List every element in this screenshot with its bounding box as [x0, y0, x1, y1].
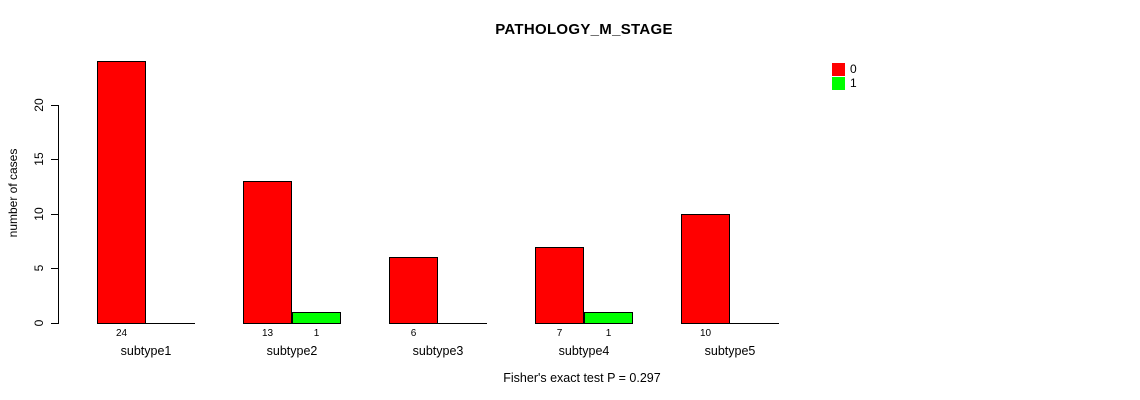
- legend-label-0: 0: [850, 62, 857, 76]
- y-tick-label: 20: [32, 97, 46, 112]
- legend-entry-0: 0: [832, 63, 857, 76]
- group-baseline: [681, 323, 779, 324]
- bar-subtype5-series-0: [681, 213, 730, 324]
- x-category-label: subtype1: [120, 344, 172, 358]
- bar-subtype4-series-0: [535, 246, 584, 324]
- x-category-label: subtype2: [266, 344, 318, 358]
- legend-swatch-green-icon: [832, 77, 845, 90]
- bar-value-label: 1: [605, 328, 612, 339]
- y-tick-label: 5: [32, 265, 46, 272]
- bar-subtype1-series-0: [97, 60, 146, 324]
- y-tick-mark: [51, 213, 58, 215]
- bar-value-label: 1: [313, 328, 320, 339]
- bar-value-label: 24: [115, 328, 128, 339]
- y-tick-mark: [51, 323, 58, 324]
- y-axis-line: [58, 104, 59, 324]
- x-category-label: subtype4: [558, 344, 610, 358]
- group-baseline: [97, 323, 195, 324]
- statistical-test-note: Fisher's exact test P = 0.297: [503, 371, 661, 385]
- y-tick-label: 10: [32, 207, 46, 221]
- x-category-label: subtype5: [704, 344, 756, 358]
- legend-swatch-red-icon: [832, 63, 845, 76]
- bar-subtype2-series-1: [292, 312, 341, 324]
- y-tick-label: 0: [32, 319, 46, 327]
- chart-title: PATHOLOGY_M_STAGE: [495, 21, 673, 38]
- x-category-label: subtype3: [412, 344, 464, 358]
- legend: 0 1: [832, 63, 857, 91]
- bar-value-label: 7: [556, 328, 563, 339]
- legend-label-1: 1: [850, 76, 857, 90]
- legend-entry-1: 1: [832, 77, 857, 90]
- y-tick-mark: [51, 104, 58, 106]
- bar-value-label: 6: [410, 328, 417, 339]
- y-tick-mark: [51, 159, 58, 161]
- bar-value-label: 13: [261, 328, 274, 339]
- bar-subtype3-series-0: [389, 257, 438, 324]
- group-baseline: [389, 323, 487, 324]
- bar-value-label: 10: [699, 328, 712, 339]
- y-tick-mark: [51, 268, 58, 270]
- bar-subtype4-series-1: [584, 312, 633, 324]
- y-tick-label: 15: [32, 152, 46, 166]
- bar-subtype2-series-0: [243, 180, 292, 324]
